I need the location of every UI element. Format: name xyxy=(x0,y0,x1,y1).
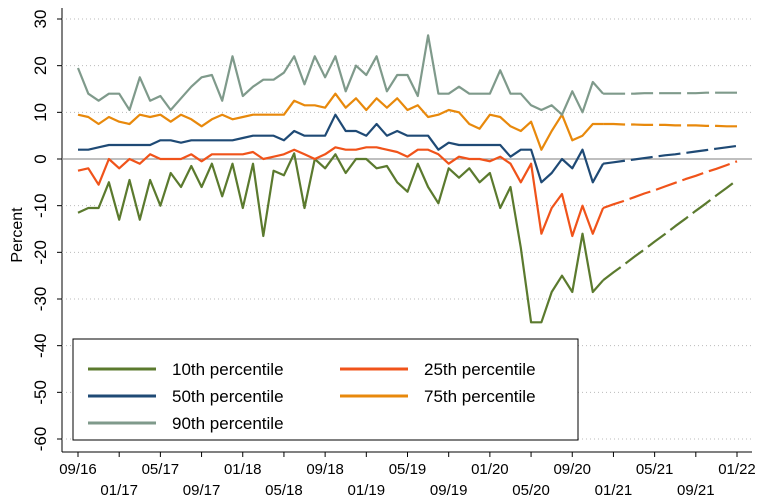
x-tick-label: 01/19 xyxy=(348,482,386,499)
x-tick-label: 05/18 xyxy=(265,482,303,499)
x-tick-label: 09/21 xyxy=(677,482,715,499)
y-tick-label: -40 xyxy=(31,333,50,358)
x-tick-label: 01/22 xyxy=(718,461,756,478)
series-line xyxy=(78,113,605,184)
y-tick-label: 0 xyxy=(31,154,50,163)
forecast-line xyxy=(602,144,738,165)
forecast-line xyxy=(602,179,738,282)
x-tick-label: 09/20 xyxy=(553,461,591,478)
y-tick-label: 30 xyxy=(31,10,50,29)
series-line xyxy=(77,152,604,324)
legend-box xyxy=(72,338,579,441)
legend-label: 25th percentile xyxy=(424,360,536,379)
x-tick-label: 05/19 xyxy=(389,461,427,478)
x-tick-label: 09/19 xyxy=(430,482,468,499)
legend-label: 50th percentile xyxy=(172,387,284,406)
series-line xyxy=(77,92,604,151)
x-tick-label: 01/20 xyxy=(471,461,509,478)
forecast-line xyxy=(603,122,737,128)
x-tick-label: 05/17 xyxy=(142,461,180,478)
series-line xyxy=(76,34,604,116)
x-tick-label: 01/18 xyxy=(224,461,262,478)
legend-label: 75th percentile xyxy=(424,387,536,406)
series-line xyxy=(77,146,605,238)
legend-label: 10th percentile xyxy=(172,360,284,379)
forecast-line xyxy=(602,160,738,210)
x-tick-label: 05/20 xyxy=(512,482,550,499)
y-axis-label: Percent xyxy=(9,207,26,263)
forecast-line xyxy=(603,91,737,95)
x-tick-label: 05/21 xyxy=(636,461,674,478)
legend-label: 90th percentile xyxy=(172,414,284,433)
x-tick-label: 09/17 xyxy=(183,482,221,499)
y-tick-label: -50 xyxy=(31,380,50,405)
y-tick-label: 20 xyxy=(31,56,50,75)
y-tick-label: -60 xyxy=(31,427,50,452)
y-tick-label: 10 xyxy=(31,103,50,122)
y-tick-label: -30 xyxy=(31,287,50,312)
x-tick-label: 09/18 xyxy=(306,461,344,478)
x-tick-label: 09/16 xyxy=(59,461,97,478)
y-tick-label: -10 xyxy=(31,193,50,218)
x-tick-label: 01/17 xyxy=(100,482,138,499)
y-tick-label: -20 xyxy=(31,240,50,265)
x-tick-label: 01/21 xyxy=(595,482,633,499)
